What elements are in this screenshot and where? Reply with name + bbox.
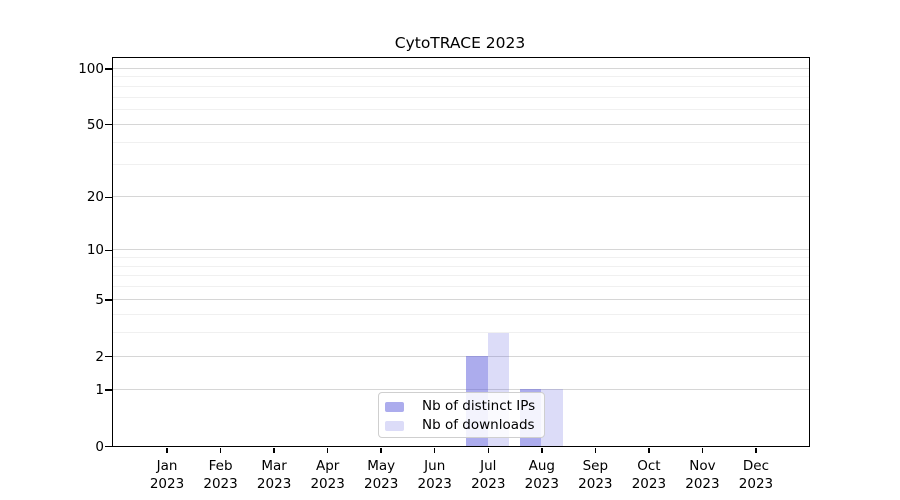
gridline-minor <box>113 96 809 98</box>
y-tick-label: 1 <box>95 381 104 398</box>
x-tick-label: Feb 2023 <box>203 457 238 492</box>
gridline-minor <box>113 275 809 277</box>
gridline-minor <box>113 141 809 143</box>
y-tick <box>105 196 112 199</box>
x-tick <box>755 448 757 453</box>
x-tick-label: Nov 2023 <box>685 457 720 492</box>
gridline-minor <box>113 286 809 288</box>
y-tick-label: 100 <box>78 60 104 77</box>
x-tick-label: May 2023 <box>364 457 399 492</box>
gridline-minor <box>113 164 809 166</box>
legend-label-distinct-ips: Nb of distinct IPs <box>422 398 536 414</box>
x-tick-label: Aug 2023 <box>524 457 559 492</box>
y-tick <box>105 123 112 126</box>
gridline-minor <box>113 313 809 315</box>
legend-swatch-downloads <box>385 420 404 431</box>
x-tick <box>487 448 490 453</box>
legend: Nb of distinct IPs Nb of downloads <box>378 392 545 438</box>
gridline-major <box>113 123 809 125</box>
y-tick-label: 50 <box>86 116 104 133</box>
legend-swatch-distinct-ips <box>385 401 404 412</box>
gridline-minor <box>113 85 809 87</box>
chart-title: CytoTRACE 2023 <box>394 34 526 52</box>
gridline-major <box>113 249 809 251</box>
y-tick <box>105 355 112 358</box>
x-tick <box>219 448 222 453</box>
y-tick <box>105 389 112 391</box>
x-tick <box>273 448 275 453</box>
x-tick <box>380 448 382 453</box>
x-tick <box>433 448 436 453</box>
x-tick-label: Mar 2023 <box>256 457 292 492</box>
y-tick <box>105 68 112 70</box>
x-tick-label: Jul 2023 <box>471 457 506 492</box>
y-tick <box>105 249 112 251</box>
x-tick-label: Jun 2023 <box>417 457 452 492</box>
gridline-minor <box>113 76 809 78</box>
gridline-major <box>113 298 809 300</box>
legend-item-downloads: Nb of downloads <box>385 417 538 434</box>
y-tick <box>105 299 112 301</box>
y-tick-label: 20 <box>86 189 104 206</box>
bar-nb-of-downloads-aug-2023 <box>541 389 563 446</box>
x-tick-label: Sep 2023 <box>578 457 613 492</box>
gridline-major <box>113 67 809 69</box>
x-tick <box>701 448 704 453</box>
y-tick <box>105 445 112 448</box>
gridline-major <box>113 355 809 357</box>
x-tick <box>594 448 597 453</box>
x-tick-label: Oct 2023 <box>631 457 667 492</box>
y-tick-label: 0 <box>95 438 104 455</box>
x-tick-label: Dec 2023 <box>738 457 774 492</box>
y-tick-label: 10 <box>86 242 104 259</box>
plot-area <box>112 57 810 447</box>
legend-label-downloads: Nb of downloads <box>422 417 535 433</box>
y-tick-label: 5 <box>95 291 104 308</box>
x-tick <box>648 448 650 453</box>
gridline-minor <box>113 257 809 259</box>
x-tick <box>326 448 329 453</box>
gridline-minor <box>113 265 809 267</box>
gridline-major <box>113 196 809 198</box>
gridline-minor <box>113 332 809 334</box>
y-tick-label: 2 <box>95 348 104 365</box>
x-tick-label: Apr 2023 <box>310 457 345 492</box>
x-tick <box>541 448 543 453</box>
legend-item-distinct-ips: Nb of distinct IPs <box>385 398 538 415</box>
gridline-major <box>113 388 809 390</box>
gridline-minor <box>113 109 809 111</box>
x-tick-label: Jan 2023 <box>149 457 185 492</box>
x-tick <box>166 448 168 453</box>
